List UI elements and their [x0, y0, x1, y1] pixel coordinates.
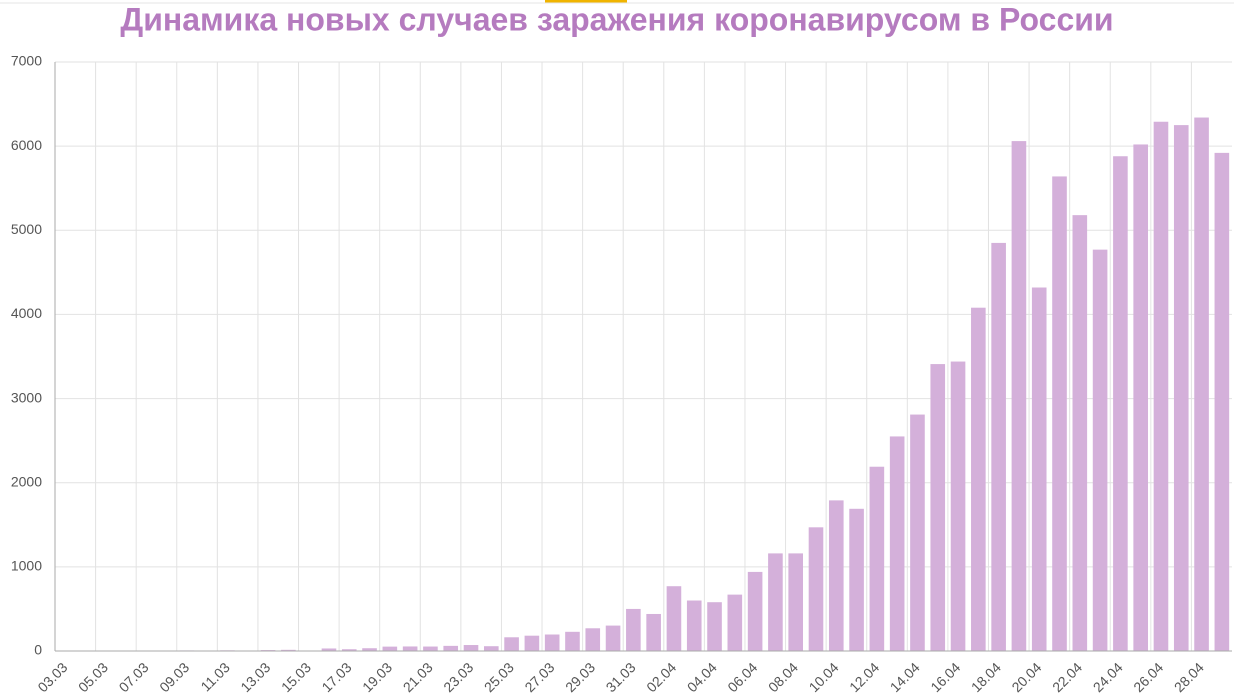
- bar: [423, 646, 438, 651]
- x-tick-label: 29.03: [562, 659, 598, 695]
- x-tick-label: 13.03: [237, 659, 273, 695]
- bar: [341, 649, 357, 651]
- x-tick-label: 10.04: [806, 659, 842, 695]
- x-tick-label: 19.03: [359, 659, 395, 695]
- bar: [1214, 152, 1230, 652]
- x-tick-label: 22.04: [1049, 659, 1085, 695]
- bar: [930, 364, 946, 651]
- bar: [362, 648, 377, 651]
- bar: [889, 436, 905, 651]
- bar: [565, 631, 580, 651]
- x-tick-label: 17.03: [318, 659, 354, 695]
- bar: [971, 307, 986, 651]
- x-tick-label: 16.04: [927, 659, 963, 695]
- bar: [1194, 117, 1209, 651]
- x-tick-label: 24.04: [1090, 659, 1126, 695]
- y-tick-label: 4000: [11, 305, 42, 321]
- bar: [605, 625, 621, 651]
- bar: [1011, 141, 1027, 651]
- bar: [281, 649, 296, 651]
- bar: [504, 637, 519, 651]
- x-tick-label: 26.04: [1130, 659, 1166, 695]
- bar: [524, 635, 540, 651]
- bar: [869, 466, 885, 651]
- x-tick-label: 11.03: [197, 659, 233, 695]
- x-tick-label: 23.03: [440, 659, 476, 695]
- bar: [585, 628, 601, 651]
- chart-title: Динамика новых случаев заражения коронав…: [120, 1, 1113, 37]
- bar: [808, 527, 824, 651]
- x-tick-label: 14.04: [887, 659, 923, 695]
- bar: [483, 646, 499, 651]
- bar: [747, 571, 763, 651]
- x-tick-label: 12.04: [846, 659, 882, 695]
- x-tick-label: 18.04: [968, 659, 1004, 695]
- y-tick-label: 7000: [11, 53, 42, 69]
- bar: [666, 586, 682, 651]
- x-tick-label: 28.04: [1171, 659, 1207, 695]
- bar: [1031, 287, 1047, 651]
- bar: [463, 645, 479, 651]
- x-tick-label: 25.03: [481, 659, 517, 695]
- x-tick-label: 21.03: [400, 659, 436, 695]
- bar: [950, 361, 966, 651]
- bar: [1133, 144, 1148, 651]
- bar: [646, 613, 661, 651]
- bar: [402, 646, 418, 651]
- bar: [382, 646, 398, 651]
- x-tick-label: 04.04: [684, 659, 720, 695]
- x-tick-label: 09.03: [156, 659, 192, 695]
- x-tick-label: 27.03: [521, 659, 557, 695]
- bar: [768, 553, 783, 651]
- top-accent: [545, 0, 627, 3]
- y-tick-label: 0: [34, 642, 42, 658]
- x-tick-label: 05.03: [75, 659, 111, 695]
- x-tick-label: 07.03: [116, 659, 152, 695]
- bar: [849, 508, 864, 651]
- y-tick-label: 2000: [11, 473, 42, 489]
- x-tick-label: 31.03: [603, 659, 639, 695]
- bar: [727, 594, 743, 651]
- bar: [707, 602, 722, 651]
- bar: [443, 645, 459, 651]
- bar: [1092, 249, 1108, 652]
- x-tick-label: 06.04: [724, 659, 760, 695]
- x-tick-label: 20.04: [1008, 659, 1044, 695]
- bar: [686, 600, 702, 651]
- bar: [1113, 156, 1128, 652]
- bar: [828, 500, 844, 651]
- bar: [788, 553, 804, 651]
- x-tick-label: 03.03: [34, 659, 70, 695]
- bar: [1153, 121, 1169, 651]
- y-tick-label: 5000: [11, 221, 42, 237]
- bar: [991, 242, 1006, 651]
- bar: [544, 634, 560, 651]
- y-tick-label: 6000: [11, 137, 42, 153]
- x-tick-label: 15.03: [278, 659, 314, 695]
- bar: [910, 414, 925, 651]
- bar: [321, 648, 337, 651]
- bar: [1072, 215, 1088, 651]
- bar: [626, 608, 641, 651]
- x-tick-label: 02.04: [643, 659, 679, 695]
- y-tick-label: 3000: [11, 389, 42, 405]
- x-tick-label: 08.04: [765, 659, 801, 695]
- bar: [1173, 125, 1189, 652]
- bar: [1052, 176, 1067, 652]
- y-tick-label: 1000: [11, 558, 42, 574]
